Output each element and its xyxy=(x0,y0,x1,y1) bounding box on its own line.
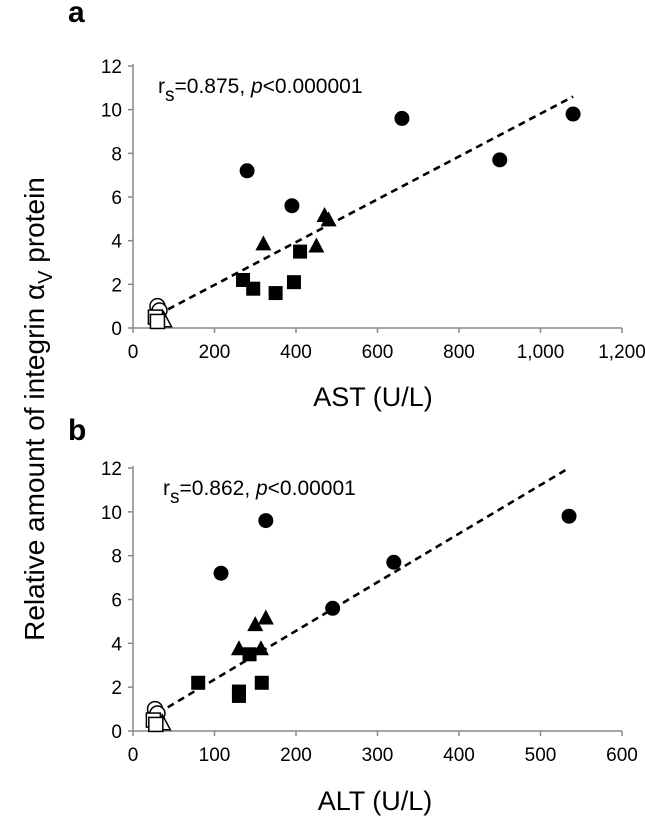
x-tick-label: 400 xyxy=(280,342,312,363)
point-square-filled xyxy=(286,275,301,290)
y-tick-label: 6 xyxy=(111,591,122,612)
point-square-filled xyxy=(242,647,257,662)
point-square-filled xyxy=(268,286,283,301)
panel-b-trendline-group xyxy=(156,466,570,715)
panel-b-annotation: rs=0.862, p<0.00001 xyxy=(163,477,356,508)
panel-b-xlabel: ALT (U/L) xyxy=(318,786,433,816)
point-triangle-filled xyxy=(252,640,269,656)
y-tick-label: 2 xyxy=(111,275,122,296)
point-circle-filled xyxy=(561,508,577,524)
point-square-filled xyxy=(293,244,308,259)
x-tick-label: 200 xyxy=(199,342,231,363)
annot-sub: s xyxy=(170,487,180,508)
x-tick-label: 0 xyxy=(128,745,139,766)
panel-b-points xyxy=(145,508,577,733)
ylabel-alpha: α xyxy=(19,284,50,300)
point-circle-filled xyxy=(284,198,300,214)
point-square-open xyxy=(149,313,166,330)
x-tick-label: 100 xyxy=(199,745,231,766)
point-circle-filled xyxy=(325,600,341,616)
point-circle-filled xyxy=(239,163,255,179)
panel-a-axes: 0 2 4 6 8 10 12 0 200 400 600 800 1,000 1,200 xyxy=(101,57,645,363)
y-tick-label: 2 xyxy=(111,678,122,699)
point-circle-filled xyxy=(565,106,581,122)
panel-a-trendline-group xyxy=(156,95,574,317)
panel-b-axes: 0 2 4 6 8 10 12 0 100 200 300 400 500 600 xyxy=(101,459,638,766)
panel-a-annotation: rs=0.875, p<0.000001 xyxy=(158,75,363,106)
y-tick-label: 6 xyxy=(111,188,122,209)
x-tick-label: 300 xyxy=(362,745,394,766)
y-tick-label: 12 xyxy=(101,459,122,480)
point-square-filled xyxy=(191,675,206,690)
x-tick-label: 0 xyxy=(128,342,139,363)
ylabel-sub: V xyxy=(35,270,57,284)
point-triangle-filled xyxy=(255,235,272,251)
point-square-open xyxy=(148,716,164,733)
x-tick-label: 200 xyxy=(280,745,312,766)
y-tick-label: 8 xyxy=(111,144,122,165)
annot-p: p xyxy=(250,75,263,98)
point-square-filled xyxy=(254,675,269,690)
x-tick-label: 400 xyxy=(443,745,475,766)
panel-a-label: a xyxy=(68,0,85,29)
point-square-filled xyxy=(231,688,246,703)
x-tick-label: 500 xyxy=(525,745,557,766)
y-tick-label: 10 xyxy=(101,101,122,122)
panel-a-points xyxy=(147,106,581,330)
trendline xyxy=(156,95,574,317)
annot-p: p xyxy=(255,477,268,500)
point-triangle-filled xyxy=(247,616,264,632)
point-circle-filled xyxy=(394,110,410,126)
point-square-filled xyxy=(246,281,261,296)
shared-y-axis-label: Relative amount of integrin αV protein xyxy=(19,177,57,641)
annot-r: r xyxy=(158,75,165,98)
annot-sub: s xyxy=(165,85,175,106)
ylabel-suffix: protein xyxy=(19,177,50,270)
point-triangle-filled xyxy=(308,237,325,253)
point-triangle-filled xyxy=(320,211,337,227)
point-triangle-filled xyxy=(257,609,274,625)
y-tick-label: 0 xyxy=(111,319,122,340)
panel-a: a 0 2 4 6 8 10 12 0 200 400 600 800 1,000 1,200 rs=0.… xyxy=(68,0,645,412)
annot-rest: =0.875, xyxy=(175,75,251,98)
panel-b-label: b xyxy=(68,414,86,447)
panel-a-xlabel: AST (U/L) xyxy=(313,382,433,412)
annot-rest2: <0.00001 xyxy=(268,477,356,500)
point-circle-filled xyxy=(492,152,508,168)
y-tick-label: 8 xyxy=(111,547,122,568)
trendline xyxy=(156,466,570,715)
panel-b: b 0 2 4 6 8 10 12 0 100 200 300 400 500 600 rs=0.862,… xyxy=(68,414,638,816)
x-tick-label: 600 xyxy=(362,342,394,363)
y-tick-label: 4 xyxy=(111,232,122,253)
point-circle-filled xyxy=(386,554,402,570)
annot-rest2: <0.000001 xyxy=(263,75,363,98)
x-tick-label: 800 xyxy=(443,342,475,363)
y-tick-label: 4 xyxy=(111,634,122,655)
point-circle-filled xyxy=(258,513,274,529)
y-tick-label: 0 xyxy=(111,722,122,743)
x-tick-label: 600 xyxy=(606,745,638,766)
annot-r: r xyxy=(163,477,170,500)
y-tick-label: 10 xyxy=(101,503,122,524)
point-circle-filled xyxy=(213,565,229,581)
y-tick-label: 12 xyxy=(101,57,122,78)
x-tick-label: 1,200 xyxy=(598,342,645,363)
annot-rest: =0.862, xyxy=(180,477,256,500)
x-tick-label: 1,000 xyxy=(517,342,565,363)
ylabel-prefix: Relative amount of integrin xyxy=(19,300,50,641)
